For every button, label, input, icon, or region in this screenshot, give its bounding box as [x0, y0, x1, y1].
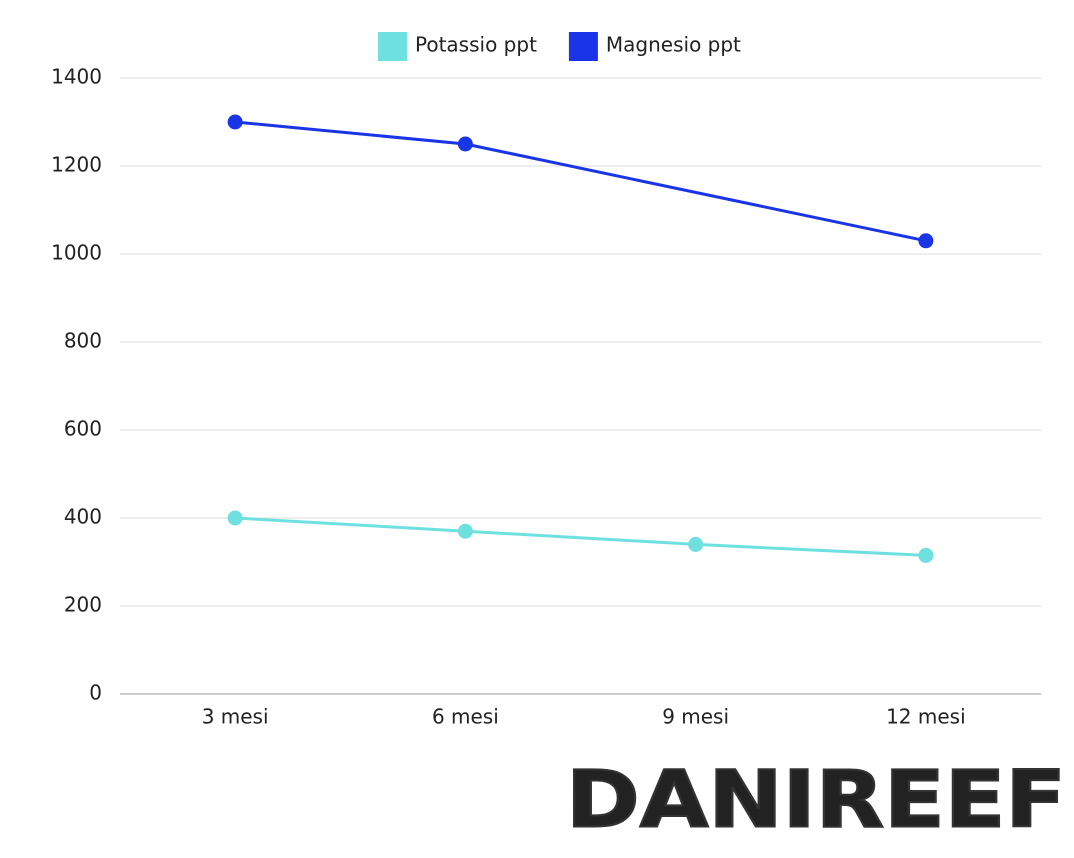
- point: [918, 547, 934, 563]
- legend-swatch: [568, 32, 598, 61]
- legend-label: Magnesio ppt: [606, 33, 741, 57]
- y-tick-label: 0: [89, 681, 102, 705]
- gap-connector: [465, 142, 927, 243]
- point: [457, 136, 473, 152]
- point: [688, 536, 704, 552]
- legend-swatch: [378, 32, 407, 61]
- series-line: [234, 120, 466, 146]
- y-tick-label: 1000: [51, 241, 102, 265]
- point: [227, 510, 243, 526]
- y-tick-label: 200: [64, 593, 102, 617]
- series-line: [235, 516, 926, 557]
- y-tick-label: 1200: [51, 153, 102, 177]
- x-tick-label: 3 mesi: [202, 705, 269, 729]
- x-tick-label: 12 mesi: [886, 705, 966, 729]
- x-tick-label: 9 mesi: [662, 705, 729, 729]
- y-tick-label: 400: [64, 505, 102, 529]
- point: [227, 114, 243, 130]
- legend-label: Potassio ppt: [415, 33, 537, 57]
- x-tick-label: 6 mesi: [432, 705, 499, 729]
- logo: DANIREEF: [566, 755, 1066, 845]
- point: [457, 523, 473, 539]
- y-tick-label: 1400: [51, 65, 102, 89]
- y-tick-label: 600: [64, 417, 102, 441]
- y-tick-label: 800: [64, 329, 102, 353]
- point: [918, 233, 934, 249]
